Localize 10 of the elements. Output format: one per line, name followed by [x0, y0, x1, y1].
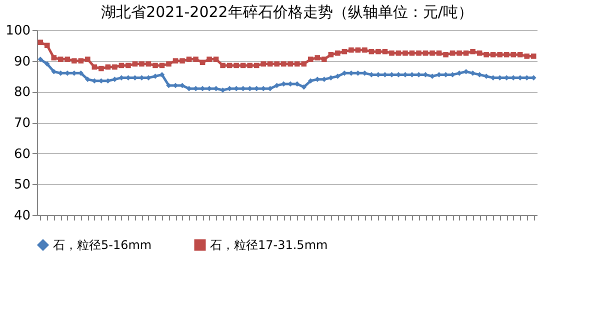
legend-label: 石，粒径5-16mm: [53, 238, 152, 252]
y-tick-label: 100: [6, 24, 30, 38]
legend-label: 石，粒径17-31.5mm: [210, 238, 328, 252]
y-tick-label: 60: [14, 146, 30, 162]
y-tick-label: 80: [14, 85, 30, 100]
y-tick-label: 70: [14, 116, 30, 131]
y-tick-label: 40: [14, 208, 30, 224]
chart-title: 湖北省2021-2022年碎石价格走势（纵轴单位：元/吨）: [101, 3, 473, 21]
y-tick-label: 50: [14, 178, 30, 193]
y-tick-label: 90: [14, 54, 30, 70]
